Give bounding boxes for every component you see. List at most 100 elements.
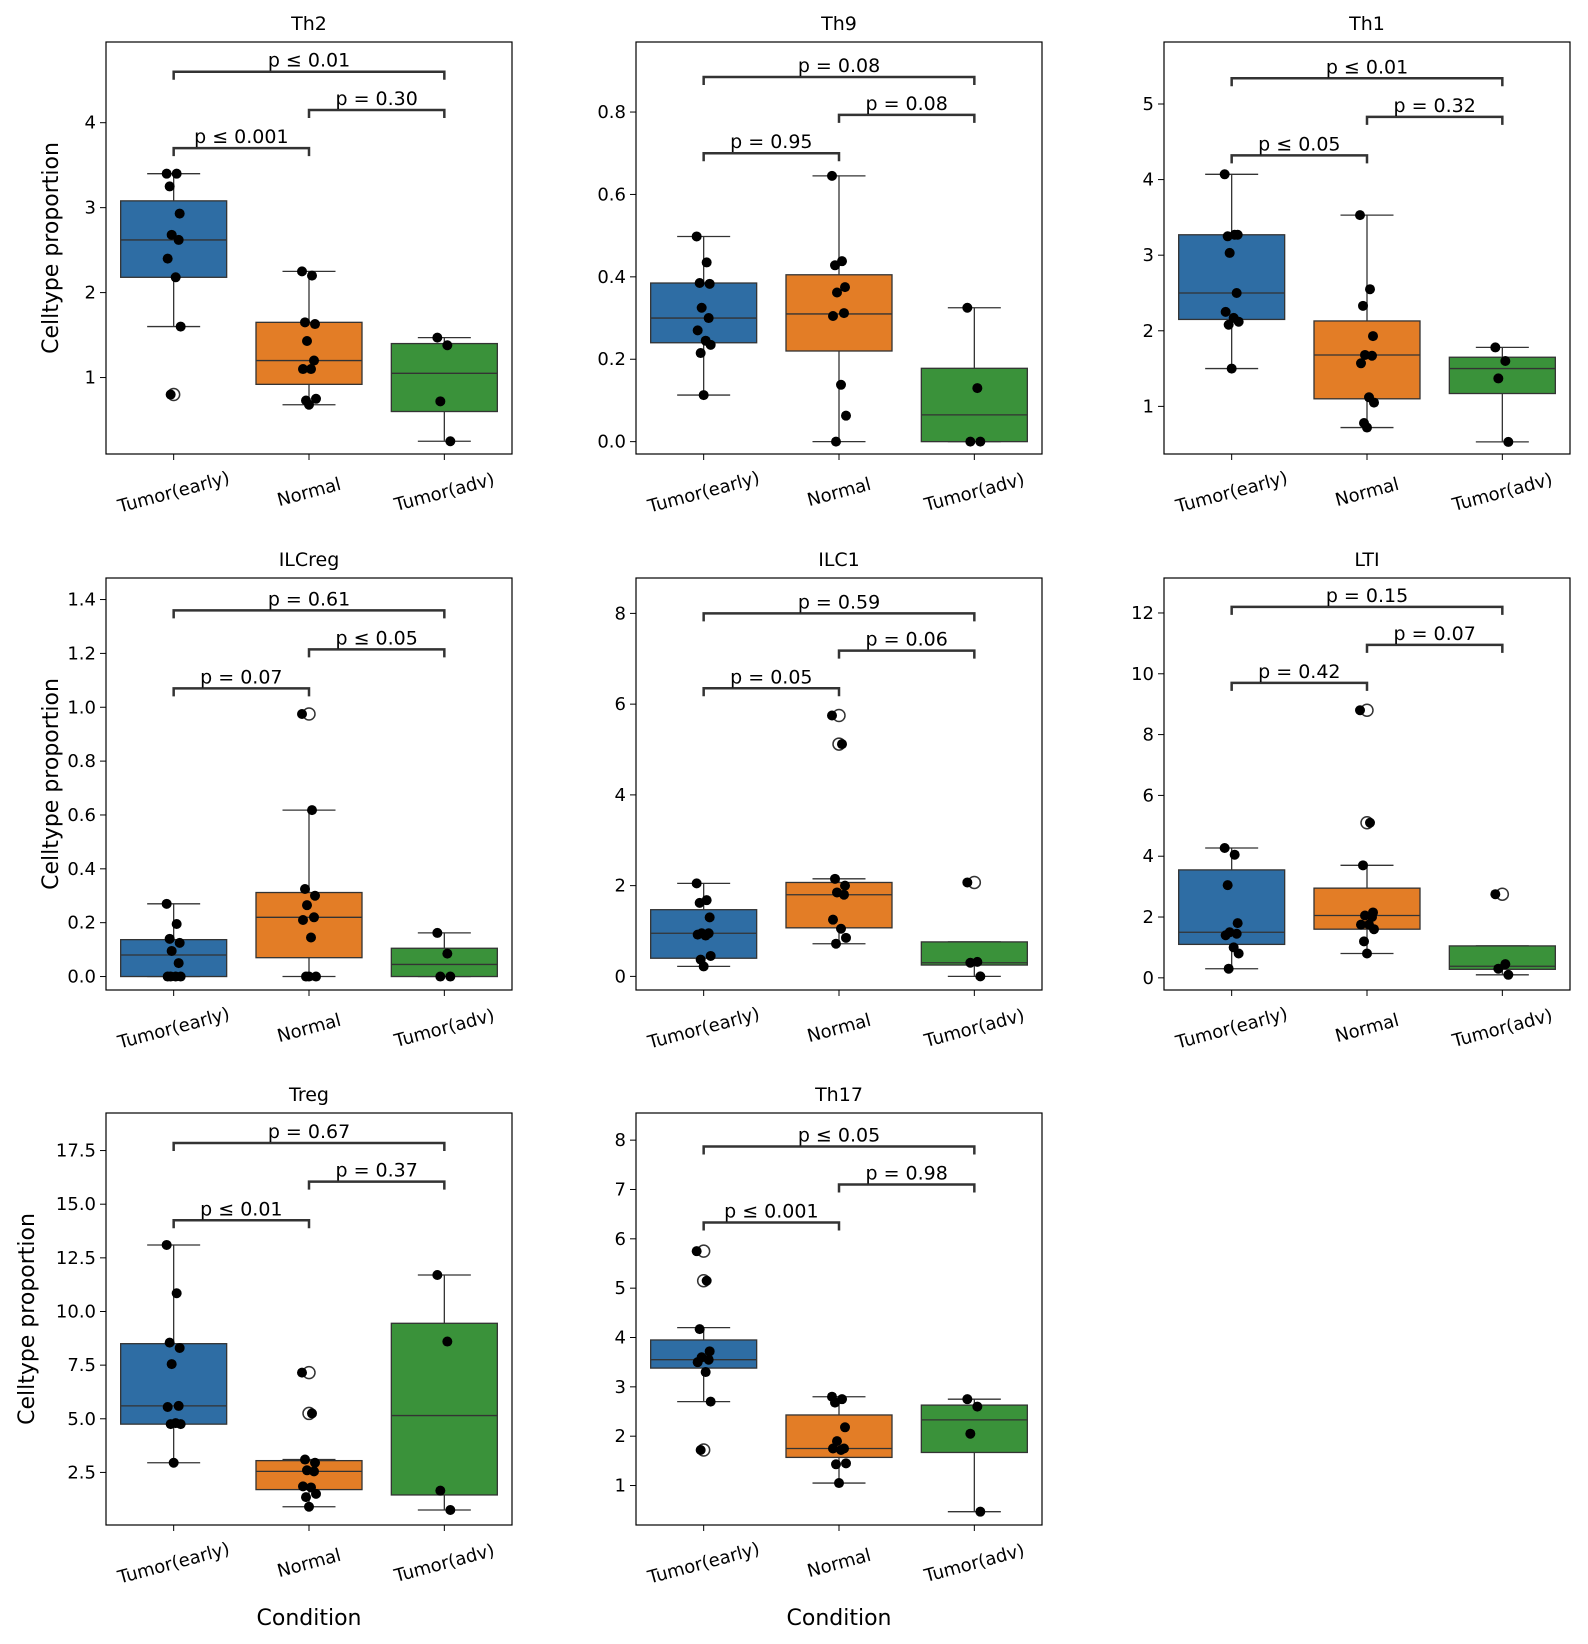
data-point [161, 168, 172, 179]
data-point [311, 393, 321, 404]
significance-label: p = 0.07 [1393, 623, 1475, 645]
data-point [1231, 287, 1242, 298]
data-point [694, 1324, 705, 1335]
panel-title: LTI [1354, 549, 1379, 571]
box-tumor-early [650, 235, 758, 396]
box-tumor-early [120, 903, 228, 978]
significance-label: p = 0.08 [865, 93, 947, 115]
data-point [830, 1397, 840, 1408]
chart-panel-treg: Treg 2.5 5.0 7.5 10.0 12.5 15.0 17.5 Tumor(early… [15, 1084, 513, 1631]
significance-bracket [172, 146, 311, 157]
data-point [705, 339, 716, 350]
data-point [1369, 924, 1379, 935]
data-point [162, 253, 173, 264]
data-point [304, 971, 314, 982]
y-tick-label: 10 [1131, 664, 1154, 685]
data-point [837, 739, 847, 750]
panel-title: Th17 [814, 1084, 863, 1106]
data-point [830, 873, 840, 884]
data-point [827, 710, 837, 721]
panel-title: Th2 [290, 13, 327, 35]
panel-title: Th9 [820, 13, 857, 35]
data-point [841, 410, 851, 421]
data-point [1231, 928, 1242, 939]
y-tick-label: 0.2 [597, 349, 626, 370]
data-point [307, 805, 317, 816]
data-point [309, 355, 319, 366]
y-tick-label: 1 [85, 368, 96, 389]
y-tick-label: 2 [615, 1426, 626, 1447]
x-tick-label: Normal [275, 474, 343, 511]
x-tick-label: Tumor(early) [1173, 1003, 1290, 1053]
significance-bracket [1230, 77, 1504, 87]
y-tick-label: 6 [1143, 785, 1154, 806]
data-point [691, 231, 702, 242]
data-point [1362, 948, 1372, 959]
data-point [1500, 356, 1511, 367]
box-iqr [120, 938, 228, 978]
data-point [1219, 169, 1230, 180]
data-point [694, 897, 705, 908]
data-point [435, 396, 446, 407]
y-axis-label: Celltype proportion [15, 1213, 40, 1425]
x-tick-label: Normal [805, 1545, 873, 1582]
data-point [1220, 930, 1231, 941]
data-point [301, 1492, 311, 1503]
data-point [828, 310, 838, 321]
x-tick-label: Normal [1333, 474, 1401, 511]
x-tick-label: Tumor(adv) [391, 1540, 497, 1587]
data-point [171, 168, 182, 179]
significance-label: p = 0.95 [730, 131, 812, 153]
data-point [309, 912, 319, 923]
box-iqr [255, 321, 363, 385]
data-point [975, 1506, 986, 1517]
data-point [1367, 350, 1377, 361]
data-point [840, 1422, 850, 1433]
y-tick-label: 4 [85, 113, 96, 134]
data-point [1232, 229, 1243, 240]
significance-bracket [172, 1219, 311, 1229]
significance-bracket [1230, 154, 1369, 164]
y-tick-label: 0.6 [597, 184, 626, 205]
significance-label: p ≤ 0.01 [268, 50, 350, 72]
data-point [174, 208, 185, 219]
data-point [965, 1428, 976, 1439]
y-tick-label: 0.6 [67, 805, 96, 826]
x-tick-label: Normal [275, 1545, 343, 1582]
data-point [830, 260, 840, 271]
data-point [840, 880, 850, 891]
data-point [704, 1346, 715, 1357]
data-point [700, 930, 711, 941]
significance-label: p = 0.06 [865, 629, 947, 651]
y-tick-label: 5 [615, 1278, 626, 1299]
y-tick-label: 7.5 [67, 1355, 96, 1376]
x-tick-label: Tumor(early) [115, 1003, 232, 1053]
data-point [166, 229, 177, 240]
data-point [173, 1400, 184, 1411]
significance-label: p ≤ 0.001 [724, 1201, 818, 1223]
data-point [300, 1454, 310, 1465]
significance-label: p = 0.07 [200, 666, 282, 688]
data-point [972, 1401, 983, 1412]
significance-bracket [172, 1141, 446, 1152]
data-point [165, 971, 176, 982]
box-tumor-early [1178, 173, 1286, 370]
panel-title: ILC1 [818, 549, 860, 571]
data-point [832, 1436, 842, 1447]
data-point [170, 272, 181, 283]
data-point [698, 961, 709, 972]
x-tick-label: Normal [1333, 1010, 1401, 1047]
data-point [302, 336, 312, 347]
y-tick-label: 0.4 [597, 267, 626, 288]
significance-bracket [702, 687, 841, 697]
data-point [1493, 373, 1504, 384]
data-point [831, 436, 841, 447]
significance-label: p = 0.32 [1393, 95, 1475, 117]
data-point [705, 1396, 716, 1407]
significance-label: p = 0.30 [335, 88, 417, 110]
significance-bracket [307, 1180, 446, 1190]
box-tumor-adv [390, 1274, 498, 1511]
x-tick-label: Normal [805, 474, 873, 511]
y-tick-label: 4 [615, 1328, 626, 1349]
data-point [432, 332, 443, 343]
